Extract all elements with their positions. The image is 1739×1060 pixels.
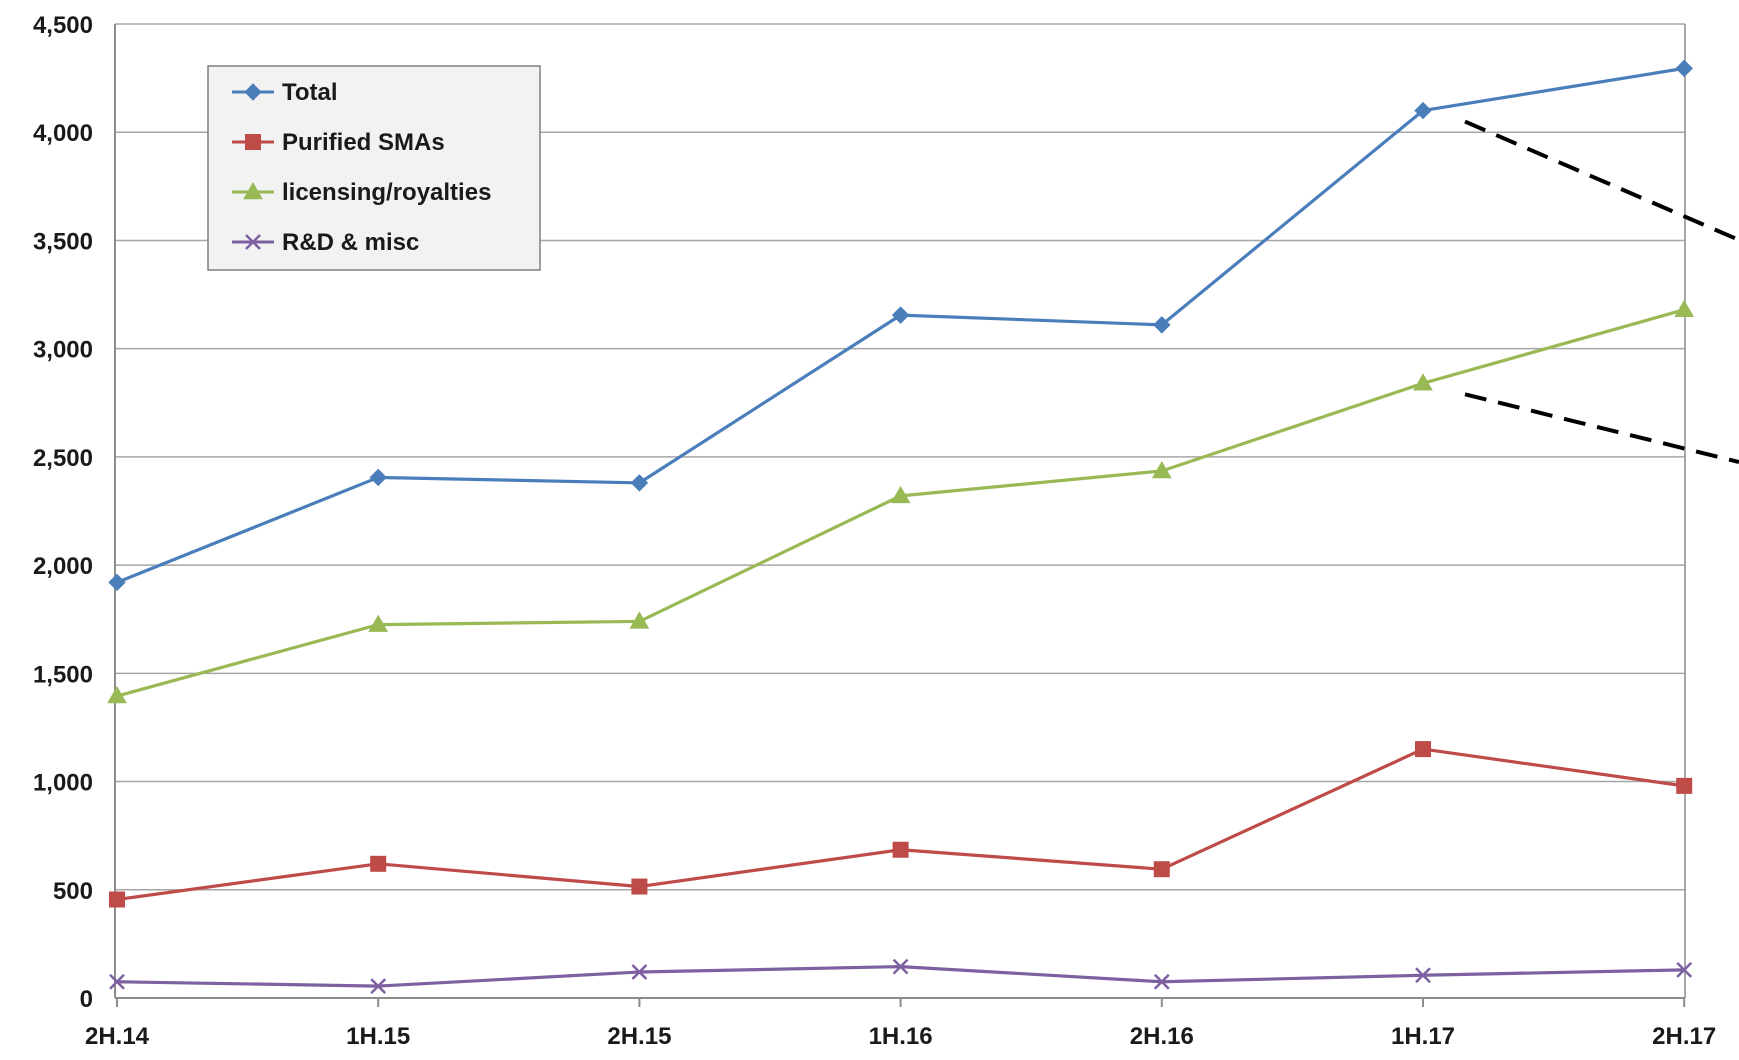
y-tick-label: 3,500 [33, 228, 93, 255]
data-point-r-d-misc [892, 958, 909, 975]
legend-item: Total [232, 79, 338, 106]
legend-marker [244, 83, 262, 101]
data-point-total [369, 468, 387, 487]
legend-label: R&D & misc [282, 229, 419, 256]
y-tick-label: 4,500 [33, 12, 93, 39]
data-point-total [108, 573, 126, 592]
data-point-total [891, 306, 910, 324]
y-tick-label: 0 [80, 986, 93, 1013]
x-marker-stroke [109, 973, 125, 990]
x-tick-label: 1H.17 [1391, 1023, 1455, 1050]
gridlines [115, 23, 1685, 999]
data-point-r-d-misc [1415, 967, 1431, 984]
data-point-total [1414, 101, 1432, 120]
series-licensing-royalties [107, 299, 1695, 704]
x-marker-stroke [1153, 973, 1170, 990]
legend-box [207, 65, 541, 271]
data-point-licensing-royalties [107, 686, 127, 704]
data-point-licensing-royalties [1674, 299, 1695, 317]
legend-marker [245, 134, 261, 150]
legend-marker [245, 234, 261, 250]
series-lines [107, 59, 1695, 994]
y-tick-label: 2,000 [33, 553, 93, 580]
series-r-d-misc [109, 958, 1693, 994]
series-line-purified-smas [116, 747, 1685, 902]
x-tick-label: 2H.15 [607, 1023, 671, 1050]
data-point-total [1153, 316, 1171, 334]
data-point-r-d-misc [370, 978, 387, 994]
x-marker-stroke [245, 234, 261, 250]
legend-label: licensing/royalties [282, 179, 491, 206]
series-total [108, 59, 1693, 592]
x-tick-label: 1H.16 [869, 1023, 933, 1050]
x-marker-stroke [631, 964, 648, 980]
y-tick-label: 3,000 [33, 337, 93, 364]
data-point-purified-smas [1415, 741, 1431, 758]
data-point-total [630, 474, 649, 492]
x-marker-stroke [892, 958, 909, 975]
x-tick-label: 1H.15 [346, 1023, 410, 1050]
data-point-licensing-royalties [1413, 373, 1433, 391]
data-point-purified-smas [109, 891, 125, 908]
data-point-purified-smas [1153, 861, 1170, 878]
data-point-purified-smas [1676, 777, 1693, 794]
data-point-total [1675, 59, 1693, 78]
x-marker-stroke [1676, 961, 1693, 978]
y-tick-label: 4,000 [33, 120, 93, 147]
data-point-licensing-royalties [890, 485, 911, 504]
dashed-annotation-line [1464, 119, 1739, 242]
legend-marker [243, 181, 263, 200]
y-tick-label: 1,500 [33, 661, 93, 688]
legend-item: R&D & misc [232, 229, 419, 256]
dashed-annotation-line [1464, 392, 1739, 464]
y-tick-label: 500 [53, 878, 93, 905]
x-marker-stroke [370, 978, 387, 994]
x-tick-label: 2H.14 [85, 1023, 150, 1050]
y-tick-label: 2,500 [33, 445, 93, 472]
data-point-purified-smas [370, 855, 387, 872]
data-point-r-d-misc [1676, 961, 1693, 978]
data-point-purified-smas [631, 878, 648, 895]
legend-label: Total [282, 79, 338, 106]
data-point-purified-smas [892, 841, 909, 858]
data-point-licensing-royalties [368, 614, 389, 632]
data-point-licensing-royalties [1151, 460, 1172, 479]
axes: 0 500 1,000 1,500 2,000 2,500 3,000 3,500 4,000 4… [33, 12, 1716, 1050]
data-point-r-d-misc [109, 973, 125, 990]
series-purified-smas [109, 741, 1693, 908]
series-line-r-d-misc [116, 965, 1685, 988]
legend-item: Purified SMAs [232, 129, 445, 156]
data-point-r-d-misc [1153, 973, 1170, 990]
data-point-r-d-misc [631, 964, 648, 980]
legend: Total Purified SMAs licensing/royalties R&D… [207, 65, 541, 271]
x-tick-label: 2H.16 [1130, 1023, 1194, 1050]
x-marker-stroke [1415, 967, 1431, 984]
y-tick-label: 1,000 [33, 770, 93, 797]
annotations [1464, 119, 1739, 464]
legend-label: Purified SMAs [282, 129, 445, 156]
legend-item: licensing/royalties [232, 179, 491, 206]
data-point-licensing-royalties [629, 611, 650, 629]
x-tick-label: 2H.17 [1652, 1023, 1716, 1050]
